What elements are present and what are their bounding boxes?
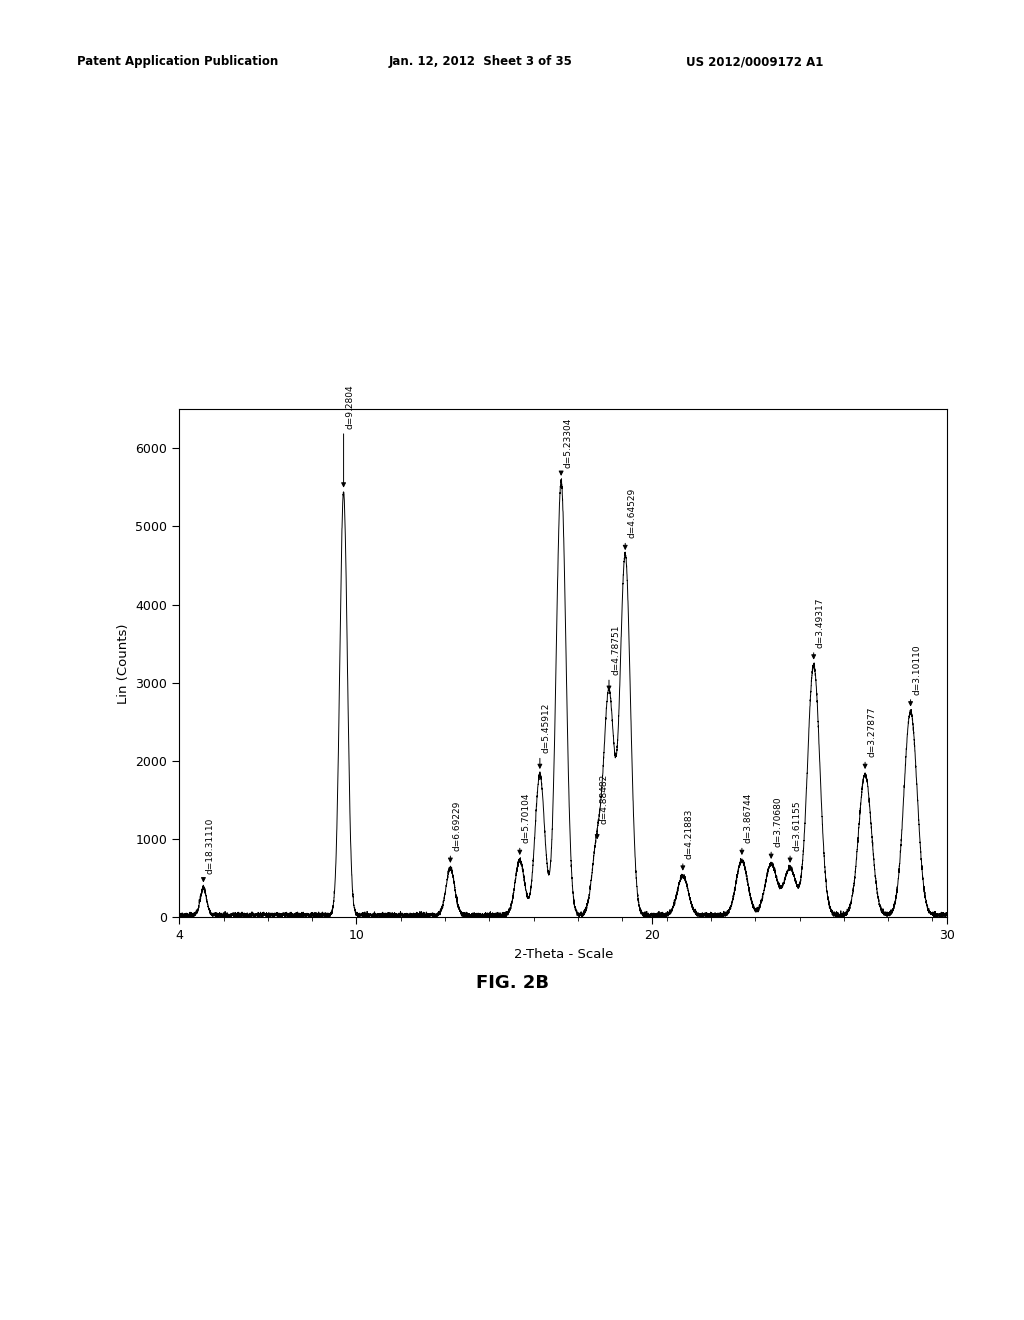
Text: d=5.70104: d=5.70104 xyxy=(522,792,530,843)
Text: d=9.2804: d=9.2804 xyxy=(346,384,354,429)
Text: d=3.49317: d=3.49317 xyxy=(816,597,824,648)
Text: d=5.23304: d=5.23304 xyxy=(563,417,572,467)
Text: Jan. 12, 2012  Sheet 3 of 35: Jan. 12, 2012 Sheet 3 of 35 xyxy=(389,55,573,69)
Text: d=4.78751: d=4.78751 xyxy=(611,624,621,675)
Text: d=3.10110: d=3.10110 xyxy=(912,644,922,694)
Text: Patent Application Publication: Patent Application Publication xyxy=(77,55,279,69)
Text: d=3.86744: d=3.86744 xyxy=(744,793,753,843)
X-axis label: 2-Theta - Scale: 2-Theta - Scale xyxy=(513,948,613,961)
Y-axis label: Lin (Counts): Lin (Counts) xyxy=(117,623,130,704)
Text: d=5.45912: d=5.45912 xyxy=(542,702,551,754)
Text: d=3.70680: d=3.70680 xyxy=(773,796,782,847)
Text: d=4.21883: d=4.21883 xyxy=(685,808,694,859)
Text: d=4.88482: d=4.88482 xyxy=(599,774,608,824)
Text: d=6.69229: d=6.69229 xyxy=(453,800,462,851)
Text: d=3.61155: d=3.61155 xyxy=(793,800,801,851)
Text: d=3.27877: d=3.27877 xyxy=(867,706,877,758)
Text: FIG. 2B: FIG. 2B xyxy=(475,974,549,993)
Text: d=18.31110: d=18.31110 xyxy=(206,818,214,874)
Text: US 2012/0009172 A1: US 2012/0009172 A1 xyxy=(686,55,823,69)
Text: d=4.64529: d=4.64529 xyxy=(628,488,636,539)
